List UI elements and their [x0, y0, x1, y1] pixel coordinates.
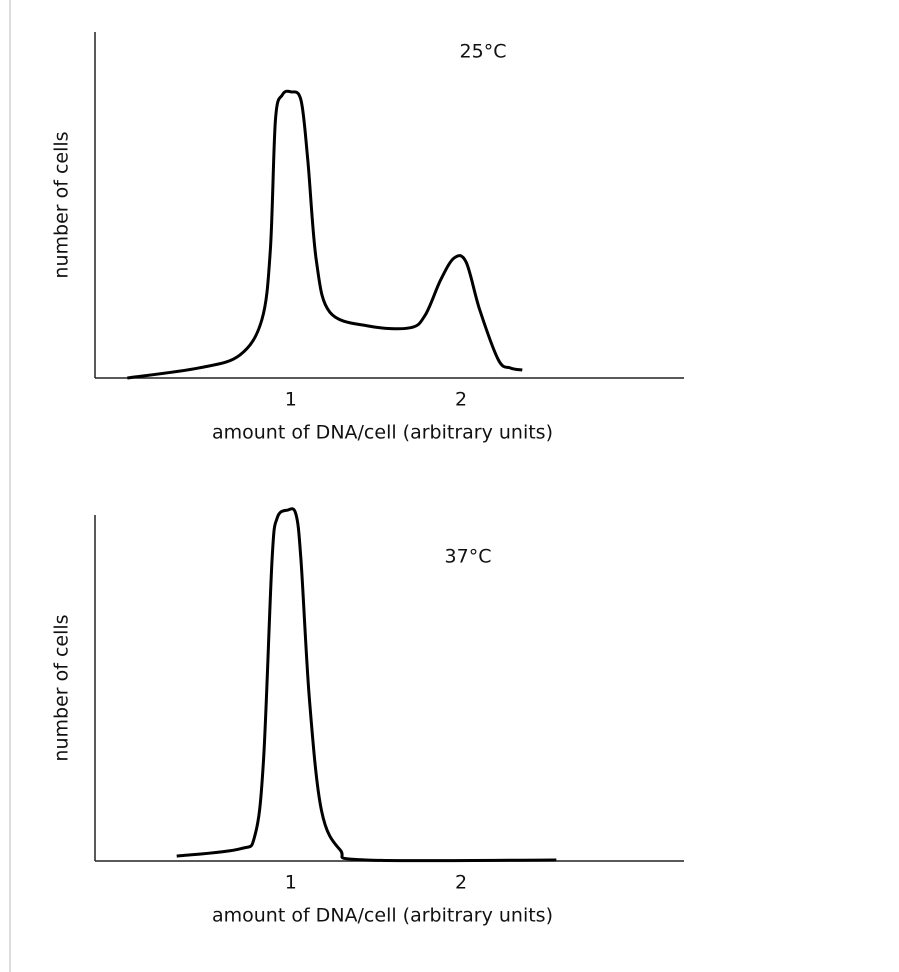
x-tick-label: 1: [285, 872, 297, 894]
annotation: 37°C: [445, 546, 492, 568]
x-axis-label: amount of DNA/cell (arbitrary units): [212, 905, 553, 927]
x-axis-label: amount of DNA/cell (arbitrary units): [212, 422, 553, 444]
x-tick-label: 2: [455, 872, 467, 894]
y-axis-label: number of cells: [51, 131, 73, 278]
x-tick-label: 1: [285, 389, 297, 411]
annotation: 25°C: [460, 41, 507, 63]
data-line: [127, 89, 523, 380]
x-tick-label: 2: [455, 389, 467, 411]
y-axis-label: number of cells: [51, 614, 73, 761]
data-line: [176, 507, 557, 863]
